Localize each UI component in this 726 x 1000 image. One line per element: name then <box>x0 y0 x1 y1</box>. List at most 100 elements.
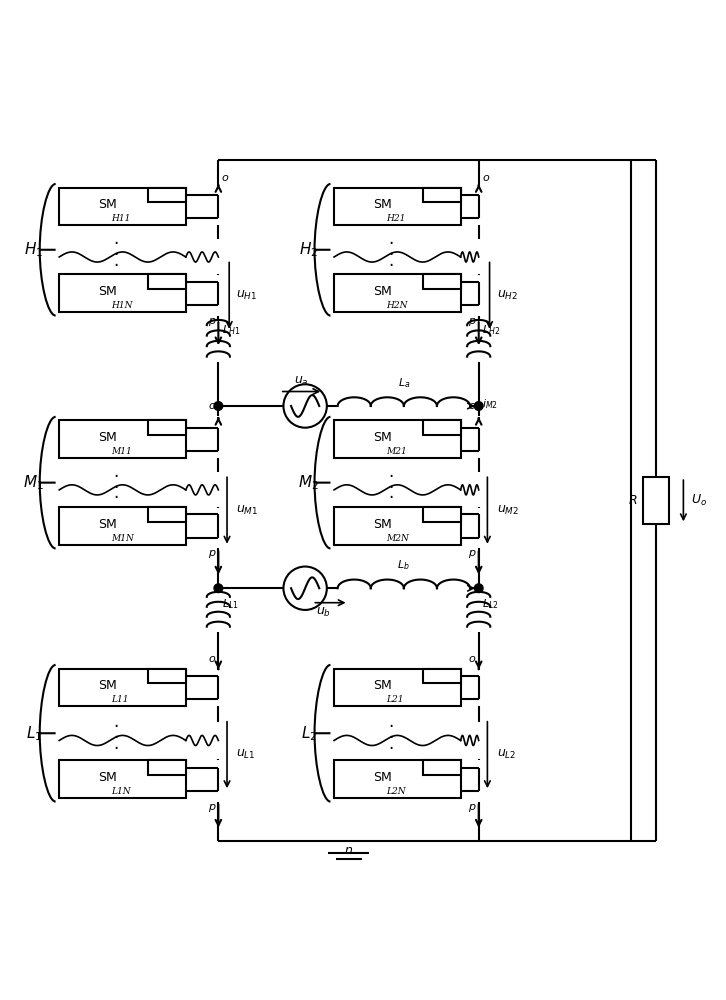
Text: o: o <box>468 654 475 664</box>
Text: L2N: L2N <box>386 787 405 796</box>
Bar <box>148 760 186 775</box>
Text: p: p <box>468 548 475 558</box>
Text: n: n <box>345 844 353 857</box>
Bar <box>423 669 460 683</box>
Text: H1N: H1N <box>111 301 132 310</box>
Circle shape <box>214 402 223 410</box>
Text: $u_{L1}$: $u_{L1}$ <box>237 748 256 761</box>
Text: .: . <box>388 724 393 742</box>
Text: M21: M21 <box>386 447 407 456</box>
Text: .: . <box>113 724 119 742</box>
Text: SM: SM <box>98 518 117 531</box>
Text: SM: SM <box>372 198 391 211</box>
Bar <box>148 188 186 202</box>
Text: $L_1$: $L_1$ <box>26 724 42 743</box>
Bar <box>334 420 460 458</box>
Text: .: . <box>388 230 393 248</box>
Bar <box>60 669 186 706</box>
Text: o: o <box>482 173 489 183</box>
Text: o: o <box>468 401 475 411</box>
Text: p: p <box>468 802 475 812</box>
Text: SM: SM <box>372 431 391 444</box>
Text: SM: SM <box>372 518 391 531</box>
Bar <box>423 420 460 435</box>
Text: $u_{M1}$: $u_{M1}$ <box>237 504 258 517</box>
Text: $L_{L1}$: $L_{L1}$ <box>222 598 239 611</box>
Text: .: . <box>113 230 119 248</box>
Text: L11: L11 <box>111 695 129 704</box>
Bar <box>148 420 186 435</box>
Text: SM: SM <box>98 679 117 692</box>
Text: $L_{H2}$: $L_{H2}$ <box>482 324 500 337</box>
Bar <box>148 274 186 289</box>
Text: .: . <box>113 484 119 502</box>
Text: H2N: H2N <box>386 301 407 310</box>
Text: $u_b$: $u_b$ <box>316 606 331 619</box>
Bar <box>148 669 186 683</box>
Text: p: p <box>208 316 215 326</box>
Bar <box>334 760 460 798</box>
Text: o: o <box>208 654 215 664</box>
Circle shape <box>474 402 483 410</box>
Text: SM: SM <box>98 198 117 211</box>
Text: $L_b$: $L_b$ <box>398 559 410 572</box>
Bar <box>334 188 460 225</box>
Text: $u_{M2}$: $u_{M2}$ <box>497 504 519 517</box>
Text: $L_a$: $L_a$ <box>398 376 410 390</box>
Bar <box>423 507 460 522</box>
Bar <box>423 760 460 775</box>
Text: SM: SM <box>372 285 391 298</box>
Bar <box>334 507 460 545</box>
Text: o: o <box>222 173 229 183</box>
Text: .: . <box>388 735 393 753</box>
Text: SM: SM <box>98 771 117 784</box>
Text: SM: SM <box>372 679 391 692</box>
Text: p: p <box>468 316 475 326</box>
Text: .: . <box>388 463 393 481</box>
Text: .: . <box>113 713 119 731</box>
Text: .: . <box>388 713 393 731</box>
Text: o: o <box>208 401 215 411</box>
Text: $U_o$: $U_o$ <box>690 493 706 508</box>
Bar <box>60 188 186 225</box>
Text: $u_a$: $u_a$ <box>294 375 309 388</box>
Text: .: . <box>388 241 393 259</box>
Text: p: p <box>208 802 215 812</box>
Text: $u_{H2}$: $u_{H2}$ <box>497 289 518 302</box>
Text: M2N: M2N <box>386 534 409 543</box>
Text: .: . <box>388 474 393 492</box>
Text: $R$: $R$ <box>627 494 637 507</box>
Text: $L_{L2}$: $L_{L2}$ <box>482 598 499 611</box>
Text: p: p <box>208 548 215 558</box>
Text: $H_1$: $H_1$ <box>25 240 44 259</box>
Text: $L_2$: $L_2$ <box>301 724 317 743</box>
Circle shape <box>214 584 223 593</box>
Text: SM: SM <box>98 285 117 298</box>
Bar <box>60 760 186 798</box>
Text: H11: H11 <box>111 214 131 223</box>
Text: .: . <box>113 252 119 270</box>
Bar <box>423 188 460 202</box>
Text: $M_2$: $M_2$ <box>298 473 319 492</box>
Text: $u_{L2}$: $u_{L2}$ <box>497 748 516 761</box>
Text: .: . <box>113 735 119 753</box>
Text: .: . <box>113 241 119 259</box>
Bar <box>423 274 460 289</box>
Text: H21: H21 <box>386 214 405 223</box>
Circle shape <box>474 584 483 593</box>
Text: L21: L21 <box>386 695 403 704</box>
Text: .: . <box>388 252 393 270</box>
Text: SM: SM <box>372 771 391 784</box>
Bar <box>148 507 186 522</box>
Text: .: . <box>388 484 393 502</box>
Bar <box>60 420 186 458</box>
Text: .: . <box>113 474 119 492</box>
Text: M11: M11 <box>111 447 131 456</box>
Bar <box>60 274 186 312</box>
Text: $H_2$: $H_2$ <box>299 240 318 259</box>
Text: $i_{M2}$: $i_{M2}$ <box>482 397 498 411</box>
Text: .: . <box>113 463 119 481</box>
Bar <box>643 477 669 524</box>
Bar <box>334 669 460 706</box>
Text: M1N: M1N <box>111 534 134 543</box>
